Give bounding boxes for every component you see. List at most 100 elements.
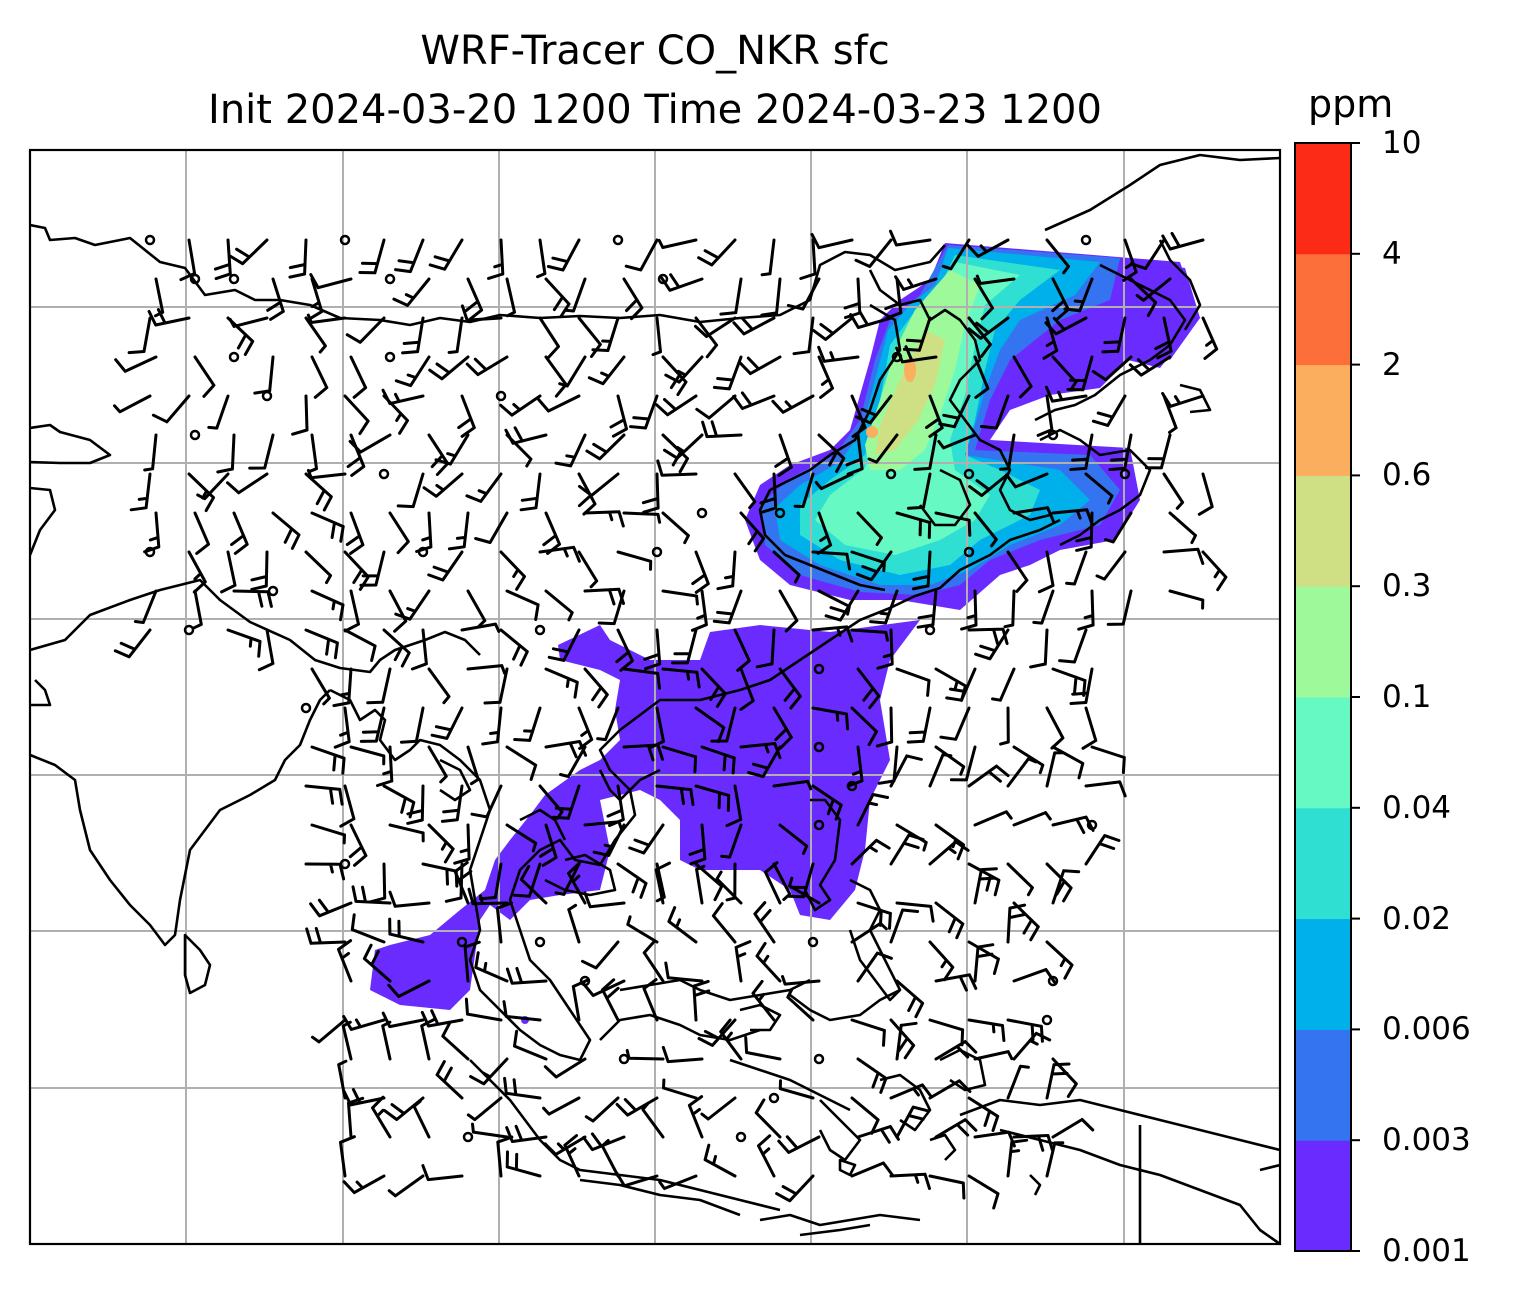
wind-barb xyxy=(466,589,487,628)
wind-barb xyxy=(967,1096,1000,1132)
wind-barb xyxy=(584,1096,620,1123)
colorbar-tick-label: 0.02 xyxy=(1382,900,1452,937)
wind-barb xyxy=(939,706,971,741)
wind-barb xyxy=(1045,751,1065,788)
colorbar-segment xyxy=(1295,586,1351,698)
wind-barb xyxy=(544,589,574,622)
wind-barb xyxy=(694,784,731,812)
calm-marker xyxy=(228,351,240,363)
calm-marker xyxy=(144,234,156,246)
wind-barb xyxy=(732,316,776,336)
wind-barb xyxy=(460,622,501,633)
wind-barb xyxy=(538,316,560,360)
wind-barb xyxy=(615,1171,659,1188)
wind-barb xyxy=(582,1132,626,1152)
wind-barb xyxy=(812,316,854,341)
colorbar-segment xyxy=(1295,918,1351,1030)
wind-barb xyxy=(444,862,464,903)
wind-barb xyxy=(824,589,860,622)
wind-barb xyxy=(967,316,1010,340)
wind-barb xyxy=(739,667,755,711)
calm-marker xyxy=(1047,429,1059,441)
wind-barb xyxy=(495,901,513,944)
wind-barb xyxy=(664,355,704,384)
wind-barb xyxy=(447,316,464,354)
wind-barb xyxy=(655,394,698,417)
calm-marker xyxy=(696,507,708,519)
map-area xyxy=(30,150,1280,1244)
wind-barb xyxy=(339,1135,356,1178)
wind-barb xyxy=(368,862,387,904)
wind-barb xyxy=(513,1029,548,1061)
wind-barb xyxy=(622,511,662,524)
wind-barb xyxy=(1084,472,1114,505)
wind-barb xyxy=(1058,628,1088,664)
calm-marker xyxy=(534,936,546,948)
wind-barb xyxy=(889,1172,931,1190)
wind-barb xyxy=(973,355,990,399)
calm-marker xyxy=(885,468,897,480)
wind-barb xyxy=(519,864,548,905)
wind-barb xyxy=(392,277,431,307)
wind-barb xyxy=(481,706,503,746)
wind-barb xyxy=(692,979,711,1022)
wind-barb xyxy=(974,628,1010,661)
wind-barb xyxy=(1091,355,1133,382)
calm-marker xyxy=(1080,234,1092,246)
wind-barb xyxy=(253,355,275,395)
wind-barb xyxy=(772,706,793,750)
wind-barb xyxy=(1144,433,1172,470)
wind-barb xyxy=(1162,547,1205,565)
wind-barb xyxy=(960,589,978,631)
wind-barb xyxy=(856,1057,888,1094)
wind-barb xyxy=(1090,745,1126,774)
wind-barb xyxy=(399,706,425,744)
wind-barb xyxy=(661,589,699,606)
wind-barb xyxy=(719,1018,743,1061)
calm-marker xyxy=(417,546,429,558)
calm-marker xyxy=(612,234,624,246)
wind-barb xyxy=(341,1020,353,1061)
wind-barb xyxy=(505,1150,542,1178)
wind-barb xyxy=(1135,277,1172,302)
wind-barb xyxy=(1162,472,1185,510)
wind-barb xyxy=(662,1078,698,1100)
wind-barb xyxy=(499,628,529,667)
wind-barb xyxy=(410,628,428,671)
wind-barb xyxy=(751,979,776,1022)
wind-barb xyxy=(811,706,850,731)
wind-barb xyxy=(928,1079,972,1100)
wind-barb xyxy=(710,706,737,743)
wind-barb xyxy=(538,545,581,563)
wind-barb xyxy=(1006,1138,1029,1178)
wind-barb xyxy=(907,472,932,510)
wind-barb xyxy=(793,472,815,508)
wind-barb xyxy=(1045,940,1074,980)
wind-barb xyxy=(542,511,561,555)
colorbar-tick-label: 0.001 xyxy=(1382,1233,1471,1269)
wind-barb xyxy=(479,862,503,901)
wind-barb xyxy=(343,589,360,633)
calm-marker xyxy=(963,468,975,480)
wind-barb xyxy=(934,1040,978,1061)
wind-barb xyxy=(383,1096,425,1121)
colorbar-segment xyxy=(1295,1140,1351,1252)
wind-barb xyxy=(945,667,977,702)
wind-barb xyxy=(544,667,579,699)
calm-marker xyxy=(261,390,273,402)
wind-barb xyxy=(571,978,589,1022)
wind-barb xyxy=(760,277,782,317)
wind-barb xyxy=(1037,550,1055,594)
wind-barb xyxy=(788,876,821,905)
wind-barb xyxy=(463,940,481,983)
wind-barb xyxy=(671,628,698,665)
wind-barb xyxy=(1006,1064,1030,1100)
calm-marker xyxy=(963,546,975,558)
wind-barb xyxy=(343,628,377,662)
wind-barb xyxy=(655,784,695,806)
wind-barb xyxy=(581,940,620,970)
wind-barb xyxy=(817,433,846,473)
wind-barb xyxy=(778,823,809,855)
wind-barb xyxy=(725,784,743,828)
wind-barb xyxy=(537,394,581,413)
